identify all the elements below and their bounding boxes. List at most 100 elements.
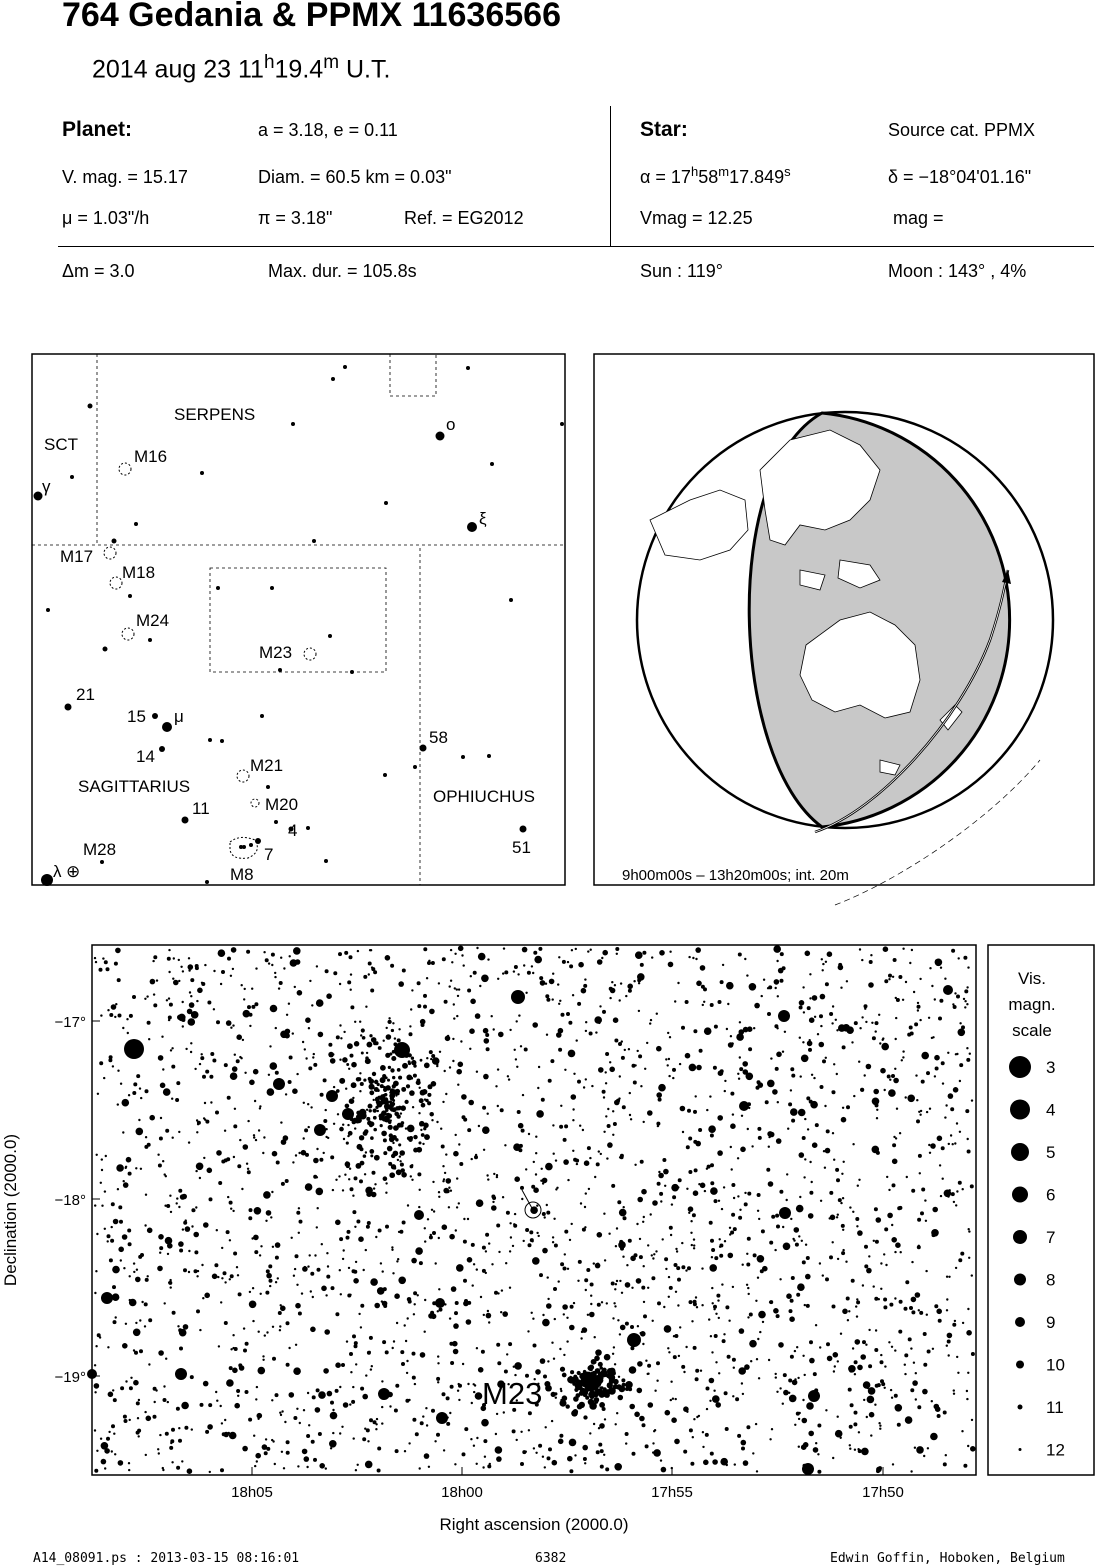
- field-star: [393, 1037, 397, 1040]
- field-star: [474, 1155, 478, 1160]
- field-star: [391, 1346, 394, 1350]
- field-star: [146, 995, 149, 998]
- field-star: [336, 1113, 340, 1116]
- field-star: [110, 1238, 115, 1243]
- field-star: [723, 1333, 726, 1336]
- field-star: [885, 1263, 888, 1267]
- field-star: [851, 1041, 854, 1044]
- field-star: [620, 1055, 625, 1060]
- field-star: [338, 952, 342, 957]
- field-star: [418, 1261, 423, 1266]
- field-star: [548, 1447, 552, 1452]
- field-star: [495, 1085, 498, 1088]
- field-star: [690, 1220, 693, 1223]
- cluster-star: [594, 1399, 599, 1404]
- field-star: [533, 1378, 536, 1381]
- dense-field-star: [391, 1055, 397, 1062]
- field-star: [155, 1389, 158, 1392]
- field-star: [261, 1444, 268, 1450]
- field-star: [860, 1087, 865, 1092]
- field-star: [625, 1387, 629, 1391]
- field-star: [642, 1342, 645, 1346]
- field-star: [241, 1038, 245, 1042]
- field-star: [197, 987, 203, 994]
- field-star: [166, 1400, 169, 1404]
- field-star: [290, 1236, 293, 1240]
- field-star: [148, 1363, 151, 1366]
- field-star: [709, 1399, 712, 1403]
- field-star: [349, 1053, 354, 1058]
- field-star: [733, 1463, 736, 1466]
- field-star: [178, 1427, 181, 1430]
- field-star: [631, 1063, 636, 1068]
- field-star: [532, 1022, 538, 1028]
- field-star: [864, 1264, 869, 1269]
- field-star: [833, 1063, 836, 1066]
- footer-file: A14_08091.ps : 2013-03-15 08:16:01: [33, 1551, 300, 1566]
- field-star: [711, 1248, 716, 1252]
- field-star: [436, 1310, 439, 1313]
- field-star: [469, 1028, 475, 1034]
- field-star: [717, 1199, 721, 1203]
- field-star: [641, 1423, 646, 1428]
- field-star: [597, 1427, 601, 1430]
- field-star: [659, 1191, 664, 1196]
- field-star: [140, 1096, 143, 1100]
- field-star: [766, 1167, 771, 1172]
- field-star: [695, 957, 698, 961]
- finder-star: [509, 598, 513, 602]
- field-star: [271, 1190, 274, 1194]
- field-star: [934, 1066, 939, 1071]
- field-star: [490, 1015, 493, 1018]
- cluster-star: [587, 1398, 595, 1406]
- field-star: [566, 1316, 569, 1320]
- field-star: [642, 1120, 645, 1124]
- label-m18: M18: [122, 563, 155, 582]
- field-star: [279, 1325, 282, 1328]
- field-star: [619, 1279, 622, 1283]
- field-star: [916, 1119, 920, 1124]
- field-star: [864, 1007, 867, 1010]
- field-star: [617, 1200, 622, 1205]
- dense-field-star: [344, 1103, 350, 1109]
- field-star: [730, 1123, 736, 1129]
- field-star: [936, 1414, 941, 1418]
- field-star: [297, 1311, 302, 1316]
- field-star: [684, 1052, 691, 1059]
- field-star: [711, 1286, 714, 1290]
- field-star: [367, 973, 370, 976]
- field-star: [306, 1434, 311, 1438]
- field-star: [537, 1086, 540, 1090]
- field-star: [511, 1429, 516, 1434]
- field-star: [241, 1187, 244, 1191]
- dense-field-star: [383, 1087, 388, 1092]
- field-star: [152, 1386, 157, 1391]
- field-star: [438, 1050, 442, 1054]
- field-star: [126, 1031, 129, 1035]
- field-star: [428, 1050, 433, 1055]
- field-star: [537, 1065, 541, 1069]
- field-star: [257, 1330, 260, 1333]
- field-star: [917, 1309, 920, 1312]
- detail-stars: [87, 945, 976, 1475]
- field-star: [175, 1202, 178, 1205]
- field-star: [381, 1300, 388, 1307]
- field-star: [233, 1251, 238, 1256]
- field-star: [947, 1195, 950, 1198]
- field-star: [808, 1047, 812, 1052]
- field-star: [472, 970, 477, 975]
- field-star: [611, 1352, 615, 1356]
- field-star: [936, 1135, 943, 1142]
- dense-field-star: [415, 1080, 421, 1086]
- field-star: [445, 1153, 448, 1156]
- field-star: [288, 1055, 293, 1060]
- field-star: [533, 952, 536, 955]
- field-star: [764, 1100, 769, 1105]
- cluster-star: [584, 1378, 590, 1384]
- field-star: [244, 1071, 247, 1075]
- field-star: [219, 982, 223, 986]
- dense-field-star: [389, 1107, 395, 1112]
- field-star: [107, 1346, 110, 1349]
- field-star: [287, 1080, 292, 1084]
